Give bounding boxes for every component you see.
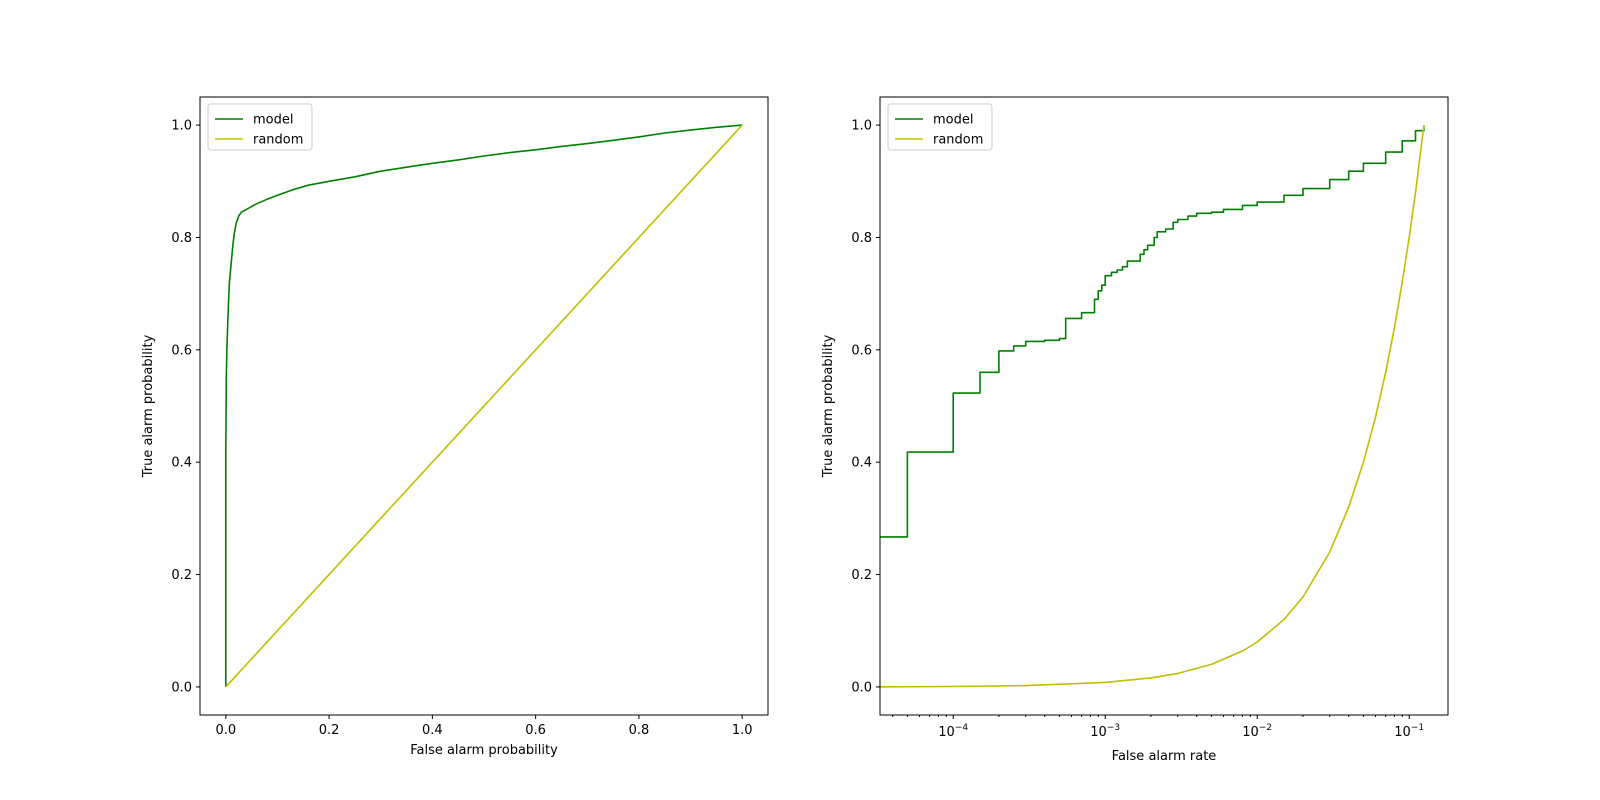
y-tick-label: 0.4 [171,456,192,471]
legend-label-random: random [253,133,303,148]
y-tick-label: 1.0 [851,119,872,134]
series-line-model [225,124,743,687]
x-tick-label: 0.6 [525,723,546,738]
x-tick-label: 10−3 [1090,723,1120,740]
legend-label-model: model [933,113,973,128]
y-tick-label: 0.8 [851,231,872,246]
y-tick-label: 0.0 [851,680,872,695]
y-tick-label: 0.2 [851,568,872,583]
legend-label-random: random [933,133,983,148]
x-tick-label: 0.2 [319,723,340,738]
y-tick-label: 1.0 [171,119,192,134]
x-tick-label: 10−1 [1394,723,1424,740]
legend-label-model: model [253,113,293,128]
series-line-model [880,125,1425,538]
x-tick-label: 0.0 [215,723,236,738]
y-tick-label: 0.4 [851,456,872,471]
x-tick-label: 0.8 [629,723,650,738]
chart-panel-2: 10−4 10−3 10−2 10−1 0.0 0.2 0.4 0.6 0.8 1.0 False … [821,96,1449,764]
x-axis-label: False alarm rate [1112,749,1217,764]
axes-frame [199,96,769,716]
x-tick-label: 10−4 [938,723,968,740]
y-tick-label: 0.6 [851,343,872,358]
x-tick-label: 1.0 [732,723,753,738]
series-group [880,125,1425,688]
y-tick-label: 0.2 [171,568,192,583]
x-tick-label: 0.4 [422,723,443,738]
y-tick-label: 0.8 [171,231,192,246]
y-tick-label: 0.6 [171,343,192,358]
y-axis-label: True alarm probability [821,334,836,478]
series-line-random [880,125,1425,688]
x-axis-label: False alarm probability [410,743,558,758]
y-tick-label: 0.0 [171,680,192,695]
axes-frame [879,96,1449,716]
series-line-random [225,124,743,688]
series-group [225,124,743,688]
y-axis-label: True alarm probability [141,334,156,478]
x-tick-label: 10−2 [1242,723,1272,740]
chart-panel-1: 0.0 0.2 0.4 0.6 0.8 1.0 0.0 0.2 0.4 0.6 0.8 1.0 Fals… [141,96,769,758]
